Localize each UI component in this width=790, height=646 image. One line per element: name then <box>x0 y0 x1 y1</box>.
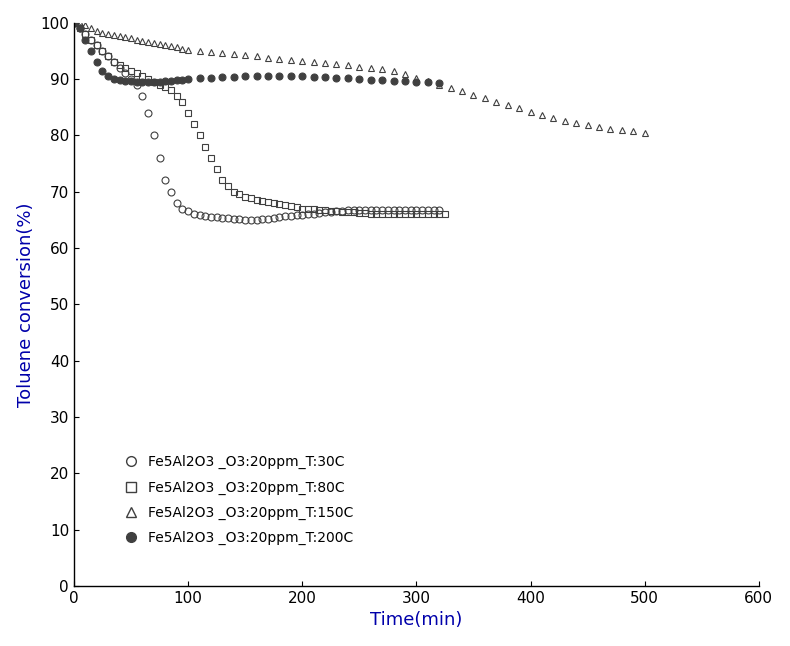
Legend: Fe5Al2O3 _O3:20ppm_T:30C, Fe5Al2O3 _O3:20ppm_T:80C, Fe5Al2O3 _O3:20ppm_T:150C, F: Fe5Al2O3 _O3:20ppm_T:30C, Fe5Al2O3 _O3:2… <box>115 450 359 551</box>
X-axis label: Time(min): Time(min) <box>371 611 463 629</box>
Y-axis label: Toluene conversion(%): Toluene conversion(%) <box>17 202 35 406</box>
